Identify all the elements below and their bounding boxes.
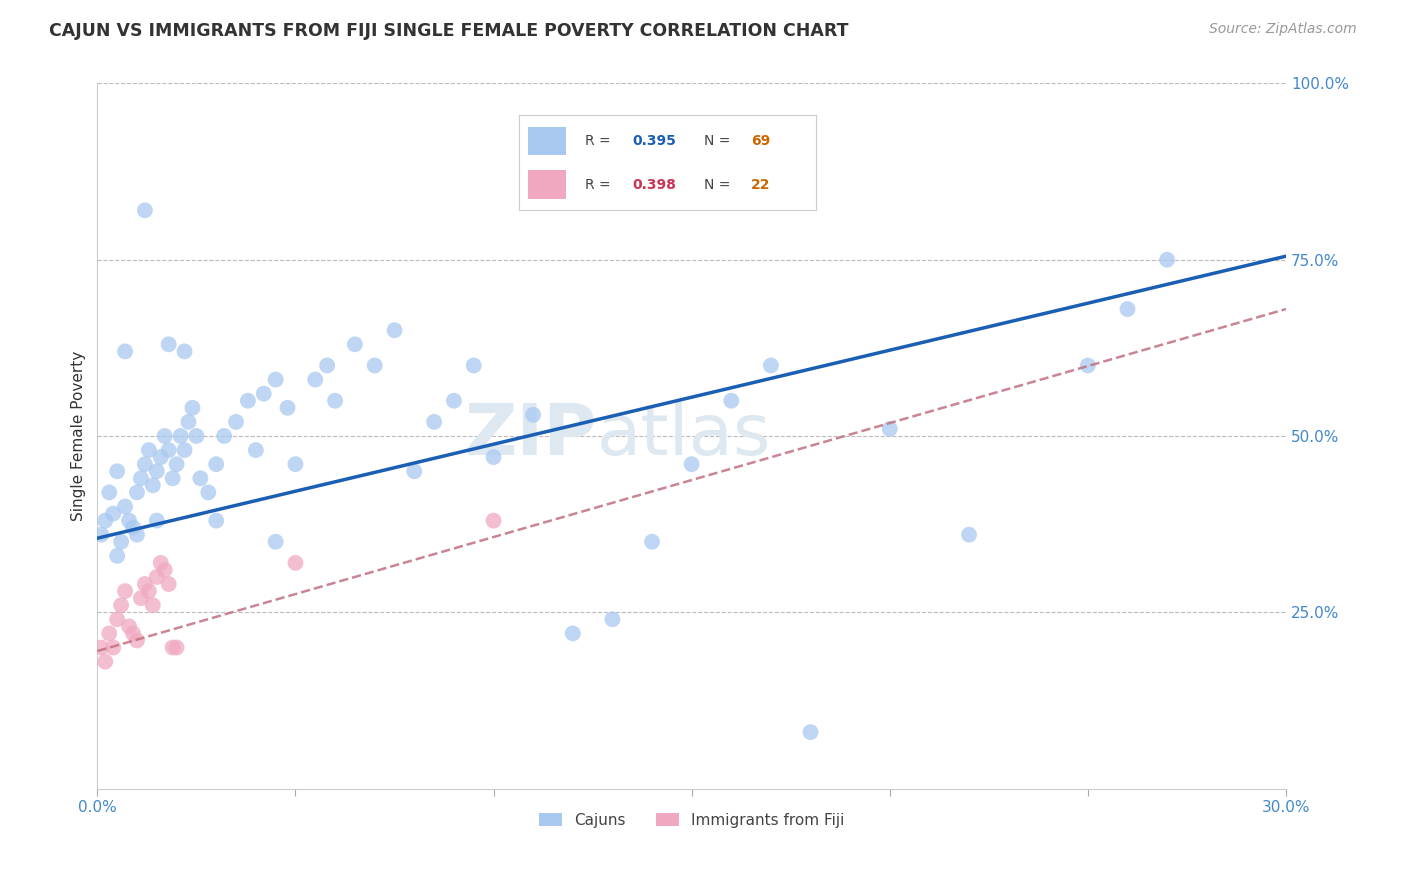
Point [125, 633, 148, 648]
Point [1156, 252, 1178, 267]
Point [122, 521, 145, 535]
Point [105, 549, 128, 563]
Point [284, 457, 307, 471]
Point [602, 612, 624, 626]
Point [103, 507, 125, 521]
Point [114, 584, 136, 599]
Point [443, 393, 465, 408]
Point [384, 323, 406, 337]
Point [125, 485, 148, 500]
Point [799, 725, 821, 739]
Point [138, 443, 160, 458]
Point [879, 422, 901, 436]
Point [103, 640, 125, 655]
Point [153, 429, 176, 443]
Point [125, 527, 148, 541]
Y-axis label: Single Female Poverty: Single Female Poverty [72, 351, 86, 521]
Point [98, 626, 121, 640]
Point [146, 514, 169, 528]
Point [157, 337, 180, 351]
Point [197, 485, 219, 500]
Point [277, 401, 299, 415]
Point [323, 393, 346, 408]
Text: Source: ZipAtlas.com: Source: ZipAtlas.com [1209, 22, 1357, 37]
Point [142, 598, 165, 612]
Point [166, 640, 188, 655]
Point [169, 429, 191, 443]
Point [304, 373, 326, 387]
Point [110, 534, 132, 549]
Point [118, 619, 141, 633]
Point [118, 514, 141, 528]
Point [363, 359, 385, 373]
Text: CAJUN VS IMMIGRANTS FROM FIJI SINGLE FEMALE POVERTY CORRELATION CHART: CAJUN VS IMMIGRANTS FROM FIJI SINGLE FEM… [49, 22, 849, 40]
Point [205, 514, 228, 528]
Point [114, 500, 136, 514]
Point [162, 471, 184, 485]
Point [149, 556, 172, 570]
Point [316, 359, 339, 373]
Point [105, 612, 128, 626]
Point [641, 534, 664, 549]
Point [463, 359, 485, 373]
Point [134, 457, 156, 471]
Point [146, 570, 169, 584]
Point [186, 429, 208, 443]
Point [166, 457, 188, 471]
Point [1116, 301, 1139, 316]
Point [138, 584, 160, 599]
Point [129, 471, 152, 485]
Point [205, 457, 228, 471]
Point [181, 401, 204, 415]
Legend: Cajuns, Immigrants from Fiji: Cajuns, Immigrants from Fiji [533, 806, 851, 834]
Point [264, 534, 287, 549]
Point [162, 640, 184, 655]
Point [482, 514, 505, 528]
Point [173, 344, 195, 359]
Point [720, 393, 742, 408]
Point [253, 386, 276, 401]
Point [212, 429, 235, 443]
Point [423, 415, 446, 429]
Point [343, 337, 366, 351]
Point [177, 415, 200, 429]
Point [142, 478, 165, 492]
Point [90, 640, 112, 655]
Point [149, 450, 172, 464]
Point [236, 393, 259, 408]
Text: atlas: atlas [596, 401, 770, 470]
Point [681, 457, 703, 471]
Point [225, 415, 247, 429]
Point [190, 471, 212, 485]
Point [110, 598, 132, 612]
Point [90, 527, 112, 541]
Point [134, 203, 156, 218]
Point [482, 450, 505, 464]
Point [98, 485, 121, 500]
Point [153, 563, 176, 577]
Point [522, 408, 544, 422]
Point [173, 443, 195, 458]
Point [759, 359, 782, 373]
Point [146, 464, 169, 478]
Point [94, 514, 117, 528]
Point [1077, 359, 1099, 373]
Point [114, 344, 136, 359]
Point [134, 577, 156, 591]
Point [245, 443, 267, 458]
Point [122, 626, 145, 640]
Text: ZIP: ZIP [464, 401, 596, 470]
Point [284, 556, 307, 570]
Point [157, 577, 180, 591]
Point [157, 443, 180, 458]
Point [957, 527, 980, 541]
Point [404, 464, 426, 478]
Point [129, 591, 152, 606]
Point [105, 464, 128, 478]
Point [561, 626, 583, 640]
Point [94, 655, 117, 669]
Point [264, 373, 287, 387]
